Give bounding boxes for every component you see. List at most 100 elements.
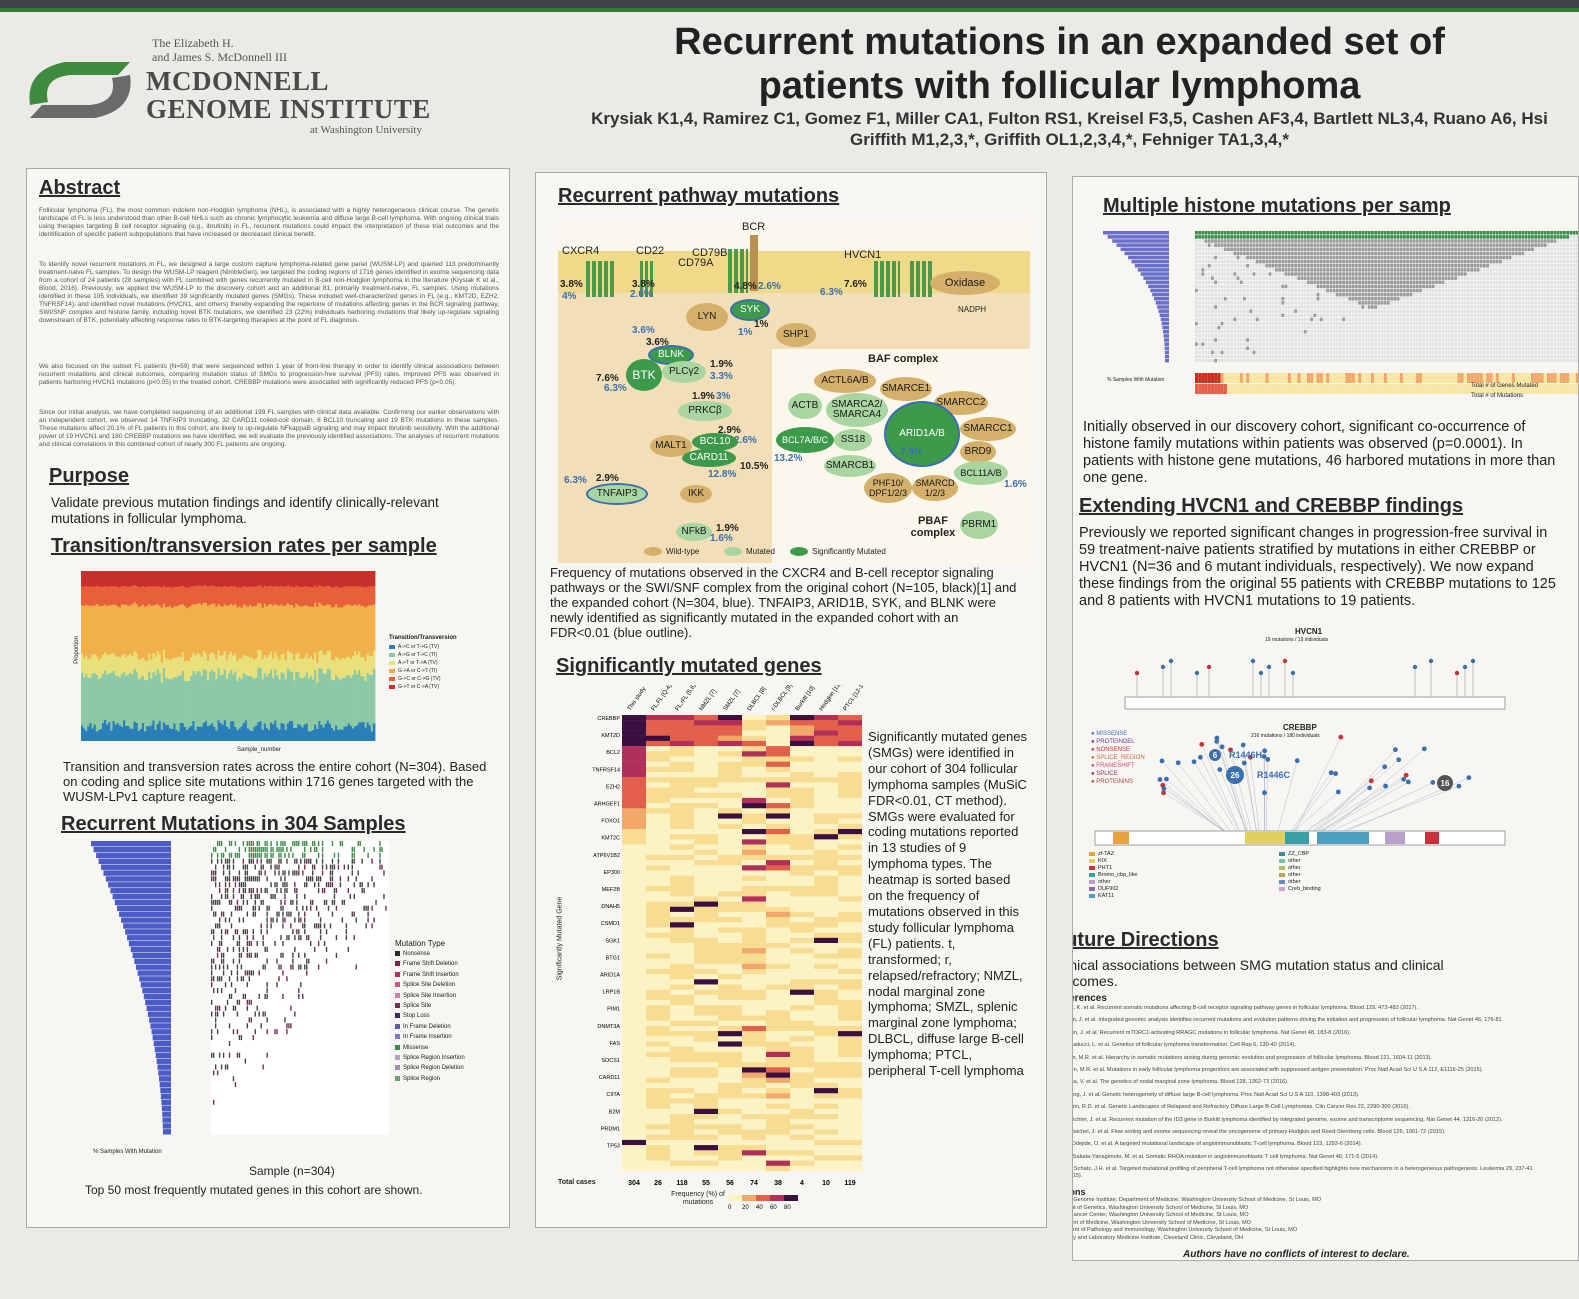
histone-cell xyxy=(1457,288,1461,293)
rm-legend-item: Splice Region xyxy=(395,1075,440,1082)
histone-cell xyxy=(1563,276,1566,280)
histone-cell xyxy=(1358,297,1361,301)
tt-bar-segment xyxy=(251,676,254,731)
rm-mutation-cell xyxy=(367,911,369,917)
rm-mutation-cell xyxy=(333,852,336,858)
histone-cell xyxy=(1268,280,1272,285)
tt-bar-segment xyxy=(295,671,298,728)
histone-cell xyxy=(1534,231,1537,235)
smg-heat-cell xyxy=(718,984,742,990)
smg-heat-cell xyxy=(670,849,694,856)
histone-cell xyxy=(1297,305,1301,309)
tt-bar-segment xyxy=(320,604,323,651)
tt-bar-segment xyxy=(177,675,181,732)
smg-heat-cell xyxy=(790,808,814,814)
tt-bar-segment xyxy=(131,728,134,741)
histone-freq-bar xyxy=(1120,247,1169,252)
smg-heat-cell xyxy=(622,974,646,980)
tt-bar-segment xyxy=(265,571,269,588)
tt-bar-segment xyxy=(198,653,202,672)
histone-cell xyxy=(1255,235,1259,239)
histone-cell xyxy=(1259,272,1262,276)
histone-cell xyxy=(1227,280,1230,285)
smg-heat-cell xyxy=(766,756,790,762)
histone-cell xyxy=(1249,297,1253,301)
smg-heat-cell xyxy=(838,1165,862,1172)
tt-bar-segment xyxy=(276,656,279,676)
smg-heat-cell xyxy=(742,953,766,959)
tt-bar-segment xyxy=(362,721,365,741)
histone-cell xyxy=(1457,239,1461,243)
histone-cell xyxy=(1387,235,1390,239)
smg-heat-cell xyxy=(790,917,814,923)
tt-bar-segment xyxy=(366,571,370,587)
smg-heat-cell xyxy=(742,963,766,970)
smg-heat-cell xyxy=(814,803,838,809)
tt-bar-segment xyxy=(291,586,294,606)
authors-line-1: Krysiak K1,4, Ramirez C1, Gomez F1, Mill… xyxy=(591,109,1548,128)
rm-mutation-cell xyxy=(226,999,229,1005)
histone-cell xyxy=(1383,297,1387,301)
tt-bar-segment xyxy=(312,587,315,607)
rm-mutation-cell xyxy=(238,958,241,964)
smg-heat-cell xyxy=(622,777,646,783)
histone-cell xyxy=(1447,251,1451,256)
nfkb-pct-a: 1.9% xyxy=(716,523,739,534)
smg-heat-cell xyxy=(814,1103,838,1110)
histone-cell xyxy=(1441,272,1445,276)
smg-heat-cell xyxy=(622,870,646,876)
tt-bar-segment xyxy=(106,674,109,725)
histone-cell xyxy=(1249,243,1253,247)
histone-cell xyxy=(1380,297,1384,301)
histone-cell xyxy=(1393,280,1397,285)
rm-mutation-cell xyxy=(353,893,355,899)
smg-heat-cell xyxy=(766,989,790,996)
histone-cell xyxy=(1428,243,1432,247)
rm-mutation-cell xyxy=(246,1005,249,1011)
histone-cell xyxy=(1569,247,1573,252)
rm-mutation-cell xyxy=(252,876,254,882)
smg-heat-cell xyxy=(838,994,862,1001)
smg-heat-cell xyxy=(838,886,862,892)
rm-mutation-cell xyxy=(222,852,225,858)
histone-cell xyxy=(1563,280,1566,285)
histone-cell xyxy=(1470,255,1473,260)
histone-cell xyxy=(1220,280,1224,285)
tt-bar-segment xyxy=(372,604,376,651)
histone-cell xyxy=(1211,297,1214,301)
tt-bar-segment xyxy=(272,677,275,725)
histone-cell xyxy=(1342,272,1345,276)
histone-cell xyxy=(1339,231,1342,235)
histone-cell xyxy=(1396,235,1400,239)
tt-bar-segment xyxy=(150,605,153,660)
histone-cell xyxy=(1262,243,1265,247)
histone-cell xyxy=(1556,239,1560,243)
histone-cell xyxy=(1319,251,1323,256)
rm-mutation-cell xyxy=(262,846,264,852)
histone-cell xyxy=(1499,259,1502,264)
histone-cell xyxy=(1387,268,1390,272)
tt-bar-segment xyxy=(309,656,313,676)
rm-mutation-cell xyxy=(379,864,381,870)
histone-cell xyxy=(1444,243,1448,247)
column-2-panel: Recurrent pathway mutations CXCR4 3.8% 4… xyxy=(535,172,1047,1228)
histone-cell xyxy=(1441,280,1445,285)
histone-cell xyxy=(1508,288,1512,293)
rm-mutation-cell xyxy=(256,893,258,899)
histone-cell xyxy=(1422,305,1425,309)
histone-cell xyxy=(1505,305,1509,309)
rm-mutation-cell xyxy=(238,999,241,1005)
smg-heat-cell xyxy=(838,1046,862,1053)
histone-cell xyxy=(1460,297,1464,301)
histone-cell xyxy=(1220,235,1224,239)
rm-mutation-cell xyxy=(284,852,286,858)
histone-cell xyxy=(1550,259,1553,264)
smg-heat-cell xyxy=(766,901,790,907)
histone-cell xyxy=(1204,297,1208,301)
histone-cell xyxy=(1403,259,1406,264)
tt-bar-segment xyxy=(270,669,273,723)
histone-cell xyxy=(1511,268,1515,272)
histone-cell xyxy=(1323,239,1326,243)
histone-cell xyxy=(1351,255,1355,260)
histone-cell xyxy=(1201,255,1205,260)
